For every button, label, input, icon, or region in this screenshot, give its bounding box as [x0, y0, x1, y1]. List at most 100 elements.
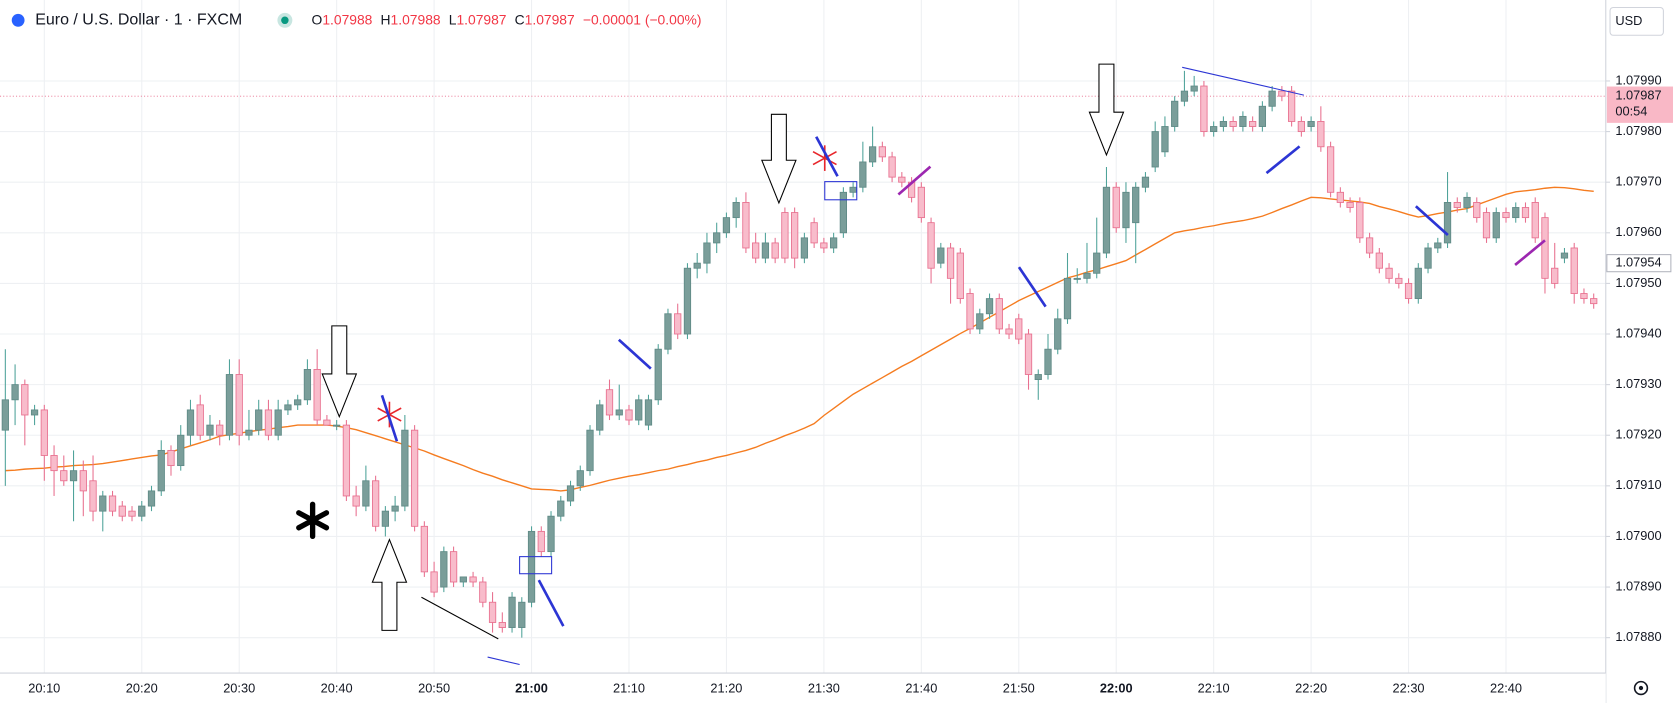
- black-line: [421, 596, 499, 640]
- thin-lines: [487, 66, 1304, 666]
- candle-body: [1482, 212, 1491, 239]
- candle-body: [1141, 176, 1150, 188]
- candle-body: [596, 404, 604, 431]
- y-tick-label: 1.07930: [1615, 376, 1661, 391]
- ohlc-label: L: [449, 11, 457, 27]
- candle-body: [1492, 212, 1500, 239]
- candle-body: [674, 313, 682, 335]
- candle-body: [157, 449, 165, 492]
- candle-body: [878, 146, 886, 158]
- candle-body: [30, 409, 39, 416]
- candle-body: [985, 298, 994, 315]
- candle-body: [995, 298, 1003, 330]
- time-axis: [0, 673, 1606, 703]
- candle-body: [206, 424, 214, 436]
- candle-body: [917, 186, 925, 219]
- candle-body: [1190, 85, 1198, 92]
- x-tick-label: 21:10: [613, 680, 645, 695]
- currency-label[interactable]: USD: [1615, 13, 1642, 28]
- candle-body: [781, 212, 789, 259]
- candle-body: [342, 424, 351, 497]
- y-tick-label: 1.07900: [1615, 528, 1661, 543]
- candle-body: [1434, 242, 1442, 249]
- candle-body: [1570, 247, 1578, 294]
- candle-body: [1180, 90, 1189, 102]
- x-tick-label: 22:20: [1295, 680, 1327, 695]
- candle-body: [1521, 207, 1530, 219]
- candle-body: [1200, 85, 1208, 133]
- candle-body: [654, 348, 662, 401]
- ohlc-value: 1.07988: [391, 11, 441, 27]
- candle-body: [859, 161, 867, 188]
- candle-body: [927, 222, 935, 269]
- candle-body: [303, 369, 312, 401]
- candle-body: [1531, 202, 1539, 239]
- settings-gear[interactable]: [1633, 680, 1649, 696]
- arrow-down: [761, 113, 797, 205]
- candle-body: [1258, 105, 1267, 127]
- y-tick-label: 1.07880: [1615, 629, 1661, 644]
- candle-body: [586, 429, 594, 472]
- candle-body: [40, 409, 48, 456]
- candle-body: [21, 384, 29, 416]
- x-tick-label: 20:30: [223, 680, 255, 695]
- ohlc-label: H: [381, 11, 391, 27]
- candle-body: [147, 490, 156, 507]
- candle-body: [683, 267, 692, 335]
- candle-body: [537, 530, 545, 553]
- candle-body: [810, 222, 818, 244]
- candle-body: [381, 510, 390, 527]
- candle-body: [1151, 131, 1159, 168]
- candle-body: [937, 247, 945, 264]
- candle-body: [1424, 247, 1432, 269]
- candle-body: [820, 242, 828, 249]
- candle-body: [79, 470, 87, 492]
- candle-body: [449, 551, 458, 583]
- candle-body: [868, 146, 877, 163]
- settings-center[interactable]: [1638, 685, 1644, 691]
- candle-body: [771, 242, 779, 259]
- candle-body: [372, 480, 380, 527]
- candle-body: [274, 409, 282, 436]
- candle-body: [352, 495, 360, 507]
- candle-body: [635, 399, 643, 421]
- x-tick-label: 22:00: [1100, 680, 1133, 695]
- candle-body: [479, 581, 487, 603]
- candle-body: [245, 429, 253, 436]
- candle-body: [1161, 126, 1169, 153]
- candle-body: [1336, 191, 1344, 203]
- candle-body: [459, 576, 467, 583]
- candle-body: [323, 419, 331, 426]
- candle-body: [956, 252, 964, 300]
- candle-body: [761, 242, 770, 259]
- candle-body: [1132, 186, 1140, 224]
- candle-body: [1093, 252, 1101, 274]
- candle-body: [839, 191, 847, 234]
- candle-body: [1297, 121, 1305, 133]
- y-tick-label: 1.07970: [1615, 174, 1661, 189]
- arrow-up: [371, 538, 408, 631]
- asterisk: [296, 501, 330, 540]
- candle-body: [11, 384, 19, 401]
- candle-body: [713, 232, 721, 244]
- candle-body: [1560, 252, 1569, 259]
- change: −0.00001 (−0.00%): [583, 11, 702, 27]
- candle-body: [1210, 126, 1218, 133]
- candle-body: [128, 510, 136, 517]
- candle-body: [800, 237, 809, 259]
- candle-body: [1073, 277, 1081, 280]
- candle-body: [527, 530, 536, 603]
- candle-body: [1385, 267, 1393, 279]
- candle-body: [284, 404, 292, 411]
- x-tick-label: 21:20: [710, 680, 742, 695]
- candle-body: [625, 409, 633, 421]
- candle-body: [1404, 282, 1413, 300]
- currency-button[interactable]: [1609, 6, 1664, 36]
- y-tick-label: 1.07990: [1615, 72, 1661, 87]
- candle-body: [1395, 277, 1403, 284]
- last-price-tag: [1606, 86, 1673, 123]
- settings-icon[interactable]: [1633, 680, 1649, 696]
- candle-body: [976, 313, 984, 330]
- ohlc-label: C: [515, 11, 525, 27]
